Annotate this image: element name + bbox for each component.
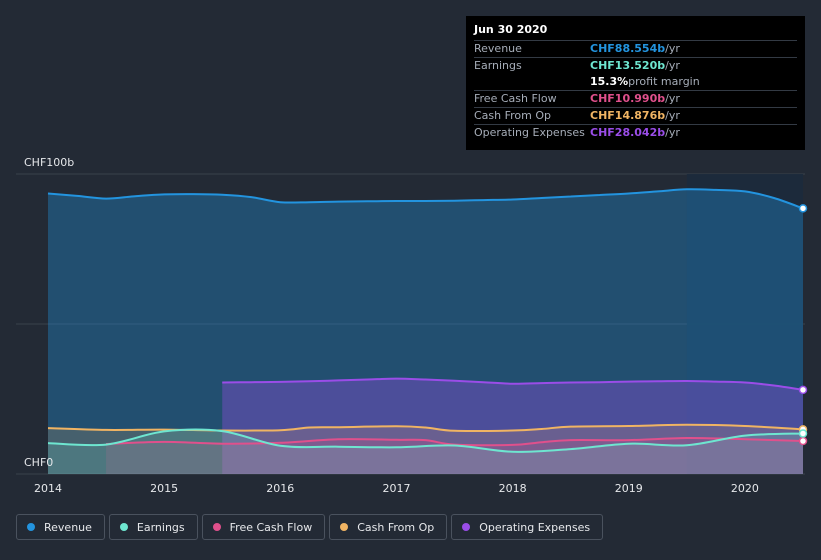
legend-item-label: Earnings: [136, 520, 185, 534]
y-axis-top-label: CHF100b: [24, 156, 74, 169]
tooltip-row-value: CHF13.520b: [590, 59, 666, 72]
legend-item-revenue[interactable]: Revenue: [16, 514, 105, 540]
x-tick-label: 2014: [34, 482, 62, 495]
tooltip-row-unit: /yr: [665, 59, 680, 72]
tooltip-row-label: Revenue: [474, 42, 522, 55]
tooltip-row-label: [474, 74, 590, 90]
earnings-end-marker: [798, 429, 808, 438]
x-tick-label: 2020: [731, 482, 759, 495]
tooltip-row-value: CHF88.554b: [590, 42, 666, 55]
x-tick-label: 2018: [499, 482, 527, 495]
tooltip-row: Cash From Op CHF14.876b /yr: [474, 107, 797, 124]
operating-expenses-area: [222, 378, 803, 474]
legend-dot-icon: [340, 523, 349, 531]
revenue-area: [48, 189, 803, 474]
grid-lines: [16, 173, 805, 475]
series-lines: [47, 188, 804, 453]
legend-item-earnings[interactable]: Earnings: [108, 514, 198, 540]
y-axis-bottom-label: CHF0: [24, 456, 53, 469]
legend-dot-icon: [212, 523, 221, 531]
tooltip-row-unit: profit margin: [628, 75, 700, 88]
tooltip-row-unit: /yr: [665, 126, 680, 139]
x-tick-label: 2019: [615, 482, 643, 495]
tooltip-row: Operating Expenses CHF28.042b /yr: [474, 124, 797, 141]
tooltip-panel: Jun 30 2020 Revenue CHF88.554b /yr Earning…: [466, 16, 805, 150]
revenue-line: [47, 188, 804, 210]
tooltip-row-value: CHF14.876b: [590, 109, 666, 122]
legend-dot-icon: [462, 523, 471, 531]
x-tick-label: 2017: [382, 482, 410, 495]
tooltip-row-label: Earnings: [474, 59, 522, 72]
legend-item-operating-expenses[interactable]: Operating Expenses: [451, 514, 604, 540]
tooltip-row-label: Operating Expenses: [474, 126, 585, 139]
legend-item-label: Cash From Op: [357, 520, 435, 534]
tooltip-row-value: CHF28.042b: [590, 126, 666, 139]
x-tick-label: 2015: [150, 482, 178, 495]
chart-canvas: CHF100b CHF0 2014 2015 2016 2017 2018 2019 202…: [16, 156, 808, 495]
legend-dot-icon: [27, 523, 35, 531]
x-tick-label: 2016: [266, 482, 294, 495]
free-cash-flow-area: [106, 437, 804, 474]
tooltip-date: Jun 30 2020: [474, 23, 548, 36]
operating-expenses-line: [222, 377, 804, 391]
legend-item-free-cash-flow[interactable]: Free Cash Flow: [201, 514, 326, 540]
tooltip-row-value: CHF10.990b: [590, 92, 666, 105]
tooltip-row-label: Free Cash Flow: [474, 92, 557, 105]
legend-item-label: Revenue: [44, 520, 92, 534]
series-end-markers: [798, 204, 808, 446]
earnings-area: [48, 429, 803, 474]
tooltip-row-value: 15.3%: [590, 75, 629, 88]
tooltip-row: Revenue CHF88.554b /yr: [474, 40, 797, 57]
tooltip-row-unit: /yr: [665, 42, 680, 55]
legend-item-cash-from-op[interactable]: Cash From Op: [329, 514, 448, 540]
tooltip-row: Free Cash Flow CHF10.990b /yr: [474, 90, 797, 107]
tooltip-row: 15.3% profit margin: [474, 74, 797, 90]
legend-dot-icon: [119, 523, 128, 531]
free-cash-flow-end-marker: [798, 436, 808, 446]
tooltip-row: Earnings CHF13.520b /yr: [474, 57, 797, 74]
legend-item-label: Free Cash Flow: [229, 520, 313, 534]
cash-from-op-area: [48, 424, 803, 474]
x-axis-ticks: 2014 2015 2016 2017 2018 2019 2020: [34, 482, 759, 495]
tooltip-row-label: Cash From Op: [474, 109, 552, 122]
legend: Revenue Earnings Free Cash Flow Cash From O…: [16, 514, 604, 540]
tooltip-row-unit: /yr: [665, 109, 680, 122]
operating-expenses-end-marker: [798, 385, 808, 395]
tooltip-rows: Revenue CHF88.554b /yr Earnings CHF13.520b …: [474, 40, 797, 141]
legend-item-label: Operating Expenses: [479, 520, 591, 534]
earnings-line: [47, 428, 804, 453]
series-areas: [48, 189, 804, 474]
revenue-end-marker: [798, 204, 808, 213]
tooltip-row-unit: /yr: [665, 92, 680, 105]
